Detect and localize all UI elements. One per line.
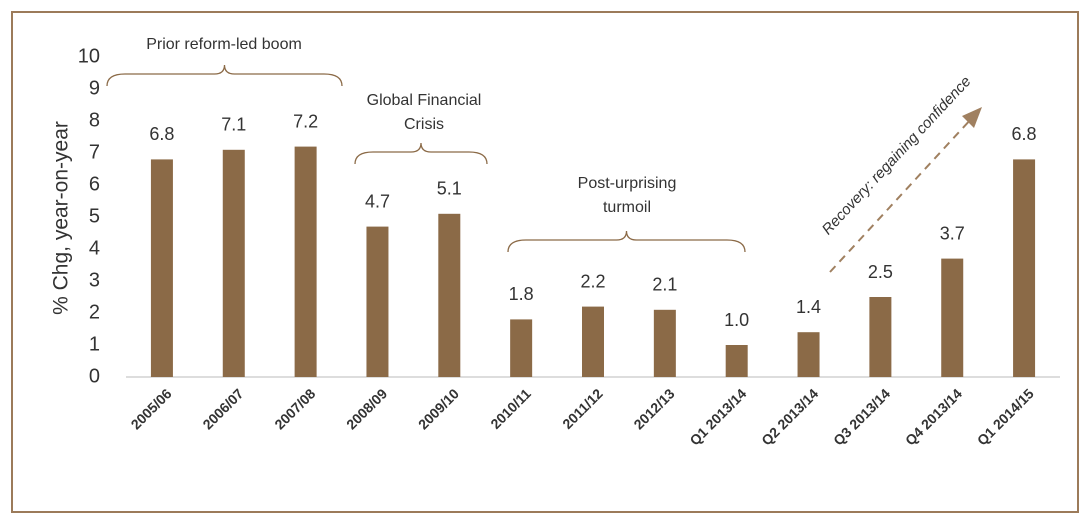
y-tick-label: 0	[89, 365, 100, 387]
x-tick-label: 2010/11	[487, 385, 534, 432]
y-tick-label: 8	[89, 109, 100, 131]
y-tick-label: 5	[89, 205, 100, 227]
bar	[941, 258, 964, 377]
brace	[354, 142, 488, 165]
x-tick-label: Q3 2013/14	[830, 385, 893, 448]
bar	[366, 226, 389, 377]
data-label: 1.0	[724, 310, 749, 330]
bar	[582, 306, 604, 377]
arrow-shaft	[829, 117, 973, 273]
y-tick-label: 1	[89, 333, 100, 355]
annotation: Prior reform-led boom	[146, 36, 302, 53]
y-tick-label: 2	[89, 301, 100, 323]
data-label: 1.4	[796, 297, 821, 317]
y-tick-label: 4	[89, 237, 100, 259]
bar	[1013, 159, 1036, 377]
x-tick-label: Q2 2013/14	[758, 385, 821, 448]
data-label: 6.8	[149, 124, 174, 144]
brace	[507, 230, 746, 253]
bar	[797, 332, 820, 377]
annotation: Recovery: regaining confidence	[819, 73, 975, 238]
data-label: 2.5	[868, 262, 893, 282]
bar	[438, 213, 461, 377]
bar	[222, 149, 245, 377]
data-label: 7.2	[293, 111, 318, 131]
bar	[510, 319, 533, 377]
data-label: 5.1	[437, 179, 462, 199]
x-tick-label: 2012/13	[630, 385, 677, 432]
y-tick-label: 10	[78, 45, 100, 67]
annotation: Global Financial	[367, 92, 482, 109]
x-tick-label: Q1 2014/15	[974, 385, 1037, 448]
annotation: turmoil	[603, 199, 651, 216]
annotation: Crisis	[404, 116, 444, 133]
y-tick-label: 7	[89, 141, 100, 163]
x-tick-label: 2009/10	[415, 385, 462, 432]
bar	[150, 159, 173, 377]
brace	[106, 64, 343, 87]
x-tick-label: 2006/07	[199, 385, 246, 432]
bar	[869, 297, 892, 377]
y-tick-label: 6	[89, 173, 100, 195]
bar	[653, 309, 676, 377]
bar	[294, 146, 317, 377]
x-tick-label: Q1 2013/14	[686, 385, 749, 448]
x-tick-label: 2008/09	[343, 385, 390, 432]
data-label: 4.7	[365, 191, 390, 211]
data-label: 3.7	[940, 223, 965, 243]
data-label: 6.8	[1012, 124, 1037, 144]
data-label: 7.1	[221, 115, 246, 135]
x-tick-label: Q4 2013/14	[902, 385, 965, 448]
x-tick-label: 2005/06	[128, 385, 175, 432]
bar	[725, 345, 748, 377]
y-tick-label: 3	[89, 269, 100, 291]
x-tick-label: 2011/12	[559, 385, 606, 432]
y-tick-label: 9	[89, 77, 100, 99]
y-axis-label: % Chg, year-on-year	[50, 121, 73, 315]
data-label: 2.1	[652, 275, 677, 295]
data-label: 1.8	[509, 284, 534, 304]
frame	[11, 11, 1079, 513]
x-tick-label: 2007/08	[271, 385, 318, 432]
annotation: Post-urprising	[578, 175, 677, 192]
arrow-head	[962, 107, 982, 128]
data-label: 2.2	[580, 271, 605, 291]
